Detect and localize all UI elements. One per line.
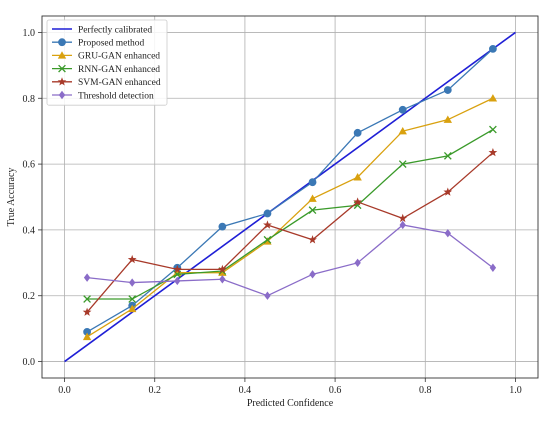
series-layer <box>82 45 498 341</box>
legend-marker-proposed-method <box>58 38 66 47</box>
x-tick-label: 1.0 <box>509 385 522 396</box>
svm-gan-enhanced-point <box>82 307 92 316</box>
svm-gan-enhanced-point <box>488 147 498 157</box>
svm-gan-enhanced-point <box>217 264 227 274</box>
gru-gan-enhanced-point <box>308 194 317 202</box>
threshold-detection-line <box>87 224 494 297</box>
x-tick-label: 0.8 <box>419 385 432 396</box>
series-rnn-gan-enhanced <box>83 125 497 303</box>
legend-marker-rnn-gan-enhanced-stroke-b <box>58 64 66 73</box>
legend-label-gru-gan-enhanced: GRU-GAN enhanced <box>78 52 160 62</box>
rnn-gan-enhanced-point <box>128 295 137 303</box>
y-tick-label: 0.6 <box>23 160 36 171</box>
series-threshold-detection <box>83 220 497 300</box>
proposed-method-point <box>489 45 497 53</box>
legend-marker-gru-gan-enhanced <box>57 51 67 59</box>
svm-gan-enhanced-point <box>127 254 137 264</box>
rnn-gan-enhanced-line <box>87 128 494 300</box>
series-svm-gan-enhanced <box>82 147 498 316</box>
plot-frame <box>41 15 539 379</box>
legend-label-threshold-detection: Threshold detection <box>78 91 154 101</box>
rnn-gan-enhanced-point-stroke-b <box>398 160 407 168</box>
threshold-detection-point <box>264 291 271 300</box>
reference-layer <box>64 31 516 363</box>
rnn-gan-enhanced-point-stroke-b <box>128 295 137 303</box>
legend-marker-threshold-detection <box>58 90 66 100</box>
rnn-gan-enhanced-point <box>308 206 317 215</box>
threshold-detection-point <box>309 270 316 279</box>
gru-gan-enhanced-point <box>488 94 498 102</box>
legend-label-perfectly-calibrated: Perfectly calibrated <box>78 24 152 35</box>
gru-gan-enhanced-point <box>398 126 407 135</box>
x-tick-label: 0.4 <box>239 385 252 396</box>
rnn-gan-enhanced-point-stroke-b <box>83 295 91 303</box>
x-tick-label: 0.6 <box>329 385 342 396</box>
rnn-gan-enhanced-point <box>443 152 452 160</box>
gru-gan-enhanced-point <box>127 304 137 313</box>
svm-gan-enhanced-point <box>308 235 317 244</box>
threshold-detection-point <box>444 229 452 238</box>
legend-box <box>46 19 168 106</box>
perfectly-calibrated-line <box>64 31 516 363</box>
proposed-method-point <box>353 128 362 137</box>
rnn-gan-enhanced-point <box>398 160 407 168</box>
svm-gan-enhanced-point <box>398 213 408 223</box>
threshold-detection-point <box>174 276 181 286</box>
rnn-gan-enhanced-point-stroke-b <box>489 125 497 134</box>
svm-gan-enhanced-point <box>353 197 363 206</box>
proposed-method-point <box>443 86 452 94</box>
rnn-gan-enhanced-point-stroke-b <box>263 235 272 244</box>
gru-gan-enhanced-line <box>86 97 494 338</box>
proposed-method-point <box>398 105 407 114</box>
gru-gan-enhanced-point <box>443 115 453 123</box>
y-tick-label: 0.8 <box>23 94 36 105</box>
gru-gan-enhanced-point <box>353 173 362 181</box>
y-tick-label: 1.0 <box>23 28 36 39</box>
proposed-method-point <box>218 222 227 231</box>
rnn-gan-enhanced-point-stroke-b <box>443 152 452 160</box>
legend-marker-rnn-gan-enhanced <box>58 64 66 73</box>
legend-marker-svm-gan-enhanced <box>57 77 67 86</box>
y-tick-label: 0.2 <box>23 291 36 302</box>
threshold-detection-point <box>83 273 91 282</box>
legend-label-proposed-method: Proposed method <box>78 39 144 49</box>
rnn-gan-enhanced-point-stroke-b <box>308 206 317 215</box>
x-tick-label: 0.0 <box>58 385 71 396</box>
x-axis-label: Predicted Confidence <box>247 398 334 409</box>
svm-gan-enhanced-point <box>263 220 272 229</box>
y-ticks: 0.0 0.2 0.4 0.6 0.8 1.0 <box>23 28 42 368</box>
threshold-detection-point <box>489 263 497 272</box>
svm-gan-enhanced-line <box>86 152 494 313</box>
x-tick-label: 0.2 <box>148 385 161 396</box>
gru-gan-enhanced-point <box>82 332 92 341</box>
legend: Perfectly calibrated Proposed method GRU-G… <box>46 19 168 106</box>
rnn-gan-enhanced-point <box>489 125 497 134</box>
proposed-method-point <box>263 209 272 218</box>
y-axis-label: True Accuracy <box>6 168 17 227</box>
threshold-detection-point <box>354 258 361 268</box>
threshold-detection-point <box>128 278 136 287</box>
y-tick-label: 0.0 <box>23 357 36 368</box>
x-ticks: 0.0 0.2 0.4 0.6 0.8 1.0 <box>58 378 522 396</box>
y-tick-label: 0.4 <box>23 225 36 236</box>
svm-gan-enhanced-point <box>443 187 453 196</box>
threshold-detection-point <box>219 275 226 284</box>
rnn-gan-enhanced-point <box>263 235 272 244</box>
svm-gan-enhanced-point <box>172 264 182 274</box>
rnn-gan-enhanced-point <box>83 295 91 303</box>
legend-label-rnn-gan-enhanced: RNN-GAN enhanced <box>78 65 160 75</box>
proposed-method-point <box>308 178 317 187</box>
threshold-detection-point <box>399 220 406 230</box>
legend-label-svm-gan-enhanced: SVM-GAN enhanced <box>78 78 161 88</box>
